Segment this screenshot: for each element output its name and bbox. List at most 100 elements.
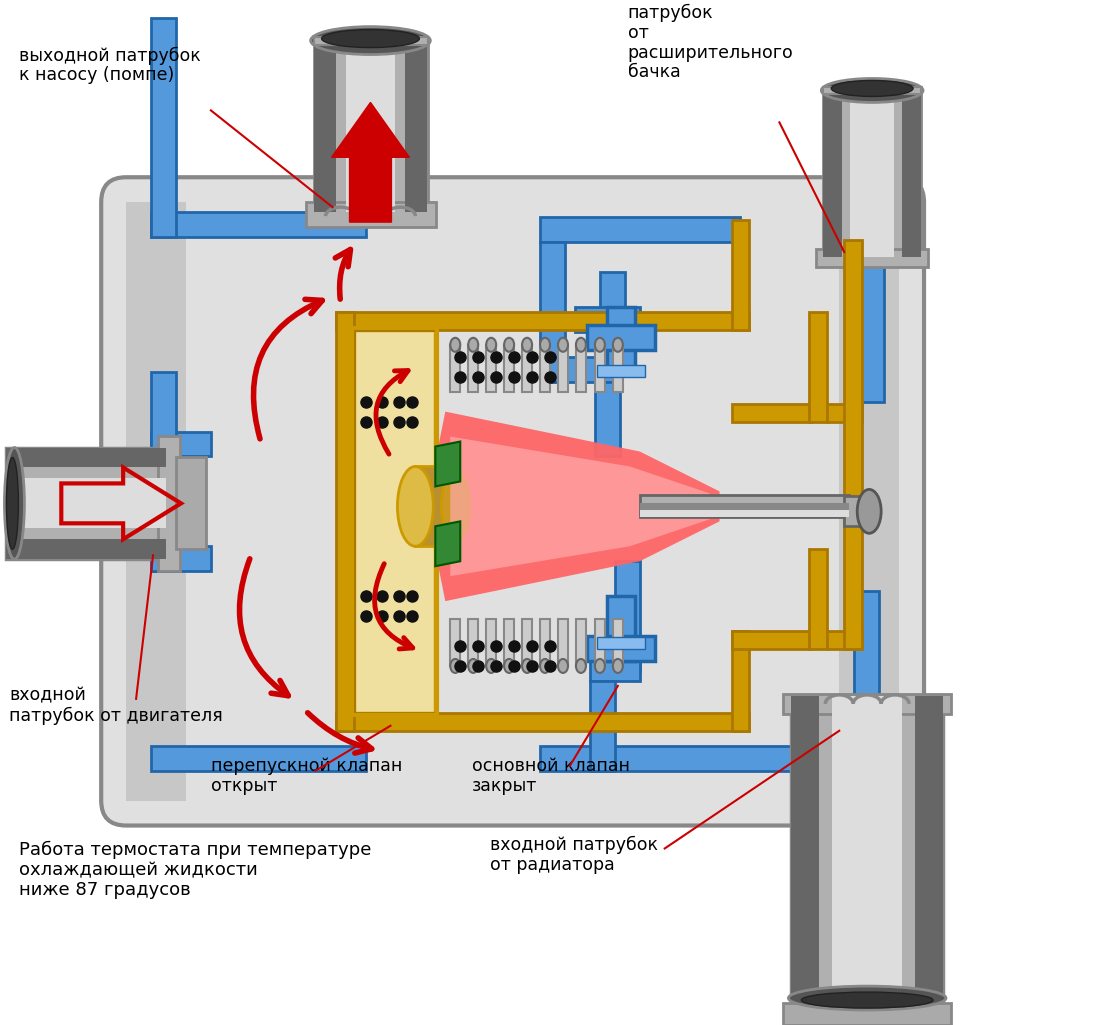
Bar <box>915 696 943 1010</box>
Bar <box>809 549 827 649</box>
Bar <box>731 404 811 421</box>
Bar <box>791 696 819 1010</box>
Bar <box>731 631 811 649</box>
Bar <box>613 619 623 666</box>
Bar <box>587 637 654 661</box>
Bar <box>613 344 623 392</box>
Text: от радиатора: от радиатора <box>490 857 614 874</box>
Bar <box>575 344 585 392</box>
Bar <box>824 87 922 257</box>
Bar <box>731 220 749 330</box>
Text: бачка: бачка <box>628 64 680 82</box>
Text: входной: входной <box>9 687 87 705</box>
Bar <box>314 38 429 212</box>
Ellipse shape <box>595 659 604 673</box>
Bar <box>595 344 604 392</box>
Bar <box>306 202 436 228</box>
Bar <box>827 631 863 649</box>
Ellipse shape <box>595 338 604 352</box>
Bar <box>607 306 634 372</box>
Text: входной патрубок: входной патрубок <box>490 836 658 855</box>
Ellipse shape <box>540 338 550 352</box>
Text: открыт: открыт <box>210 777 277 794</box>
Bar <box>345 38 395 212</box>
Ellipse shape <box>613 659 623 673</box>
Ellipse shape <box>558 338 568 352</box>
Bar <box>151 212 365 237</box>
Ellipse shape <box>4 448 24 560</box>
Bar <box>587 325 654 350</box>
Ellipse shape <box>441 472 470 541</box>
Bar <box>824 87 843 257</box>
Bar <box>7 448 166 467</box>
Bar <box>336 312 354 731</box>
Bar <box>522 344 532 392</box>
Bar <box>540 619 550 666</box>
Bar <box>824 87 922 94</box>
Text: перепускной клапан: перепускной клапан <box>210 756 402 775</box>
Bar <box>415 466 455 546</box>
Bar <box>469 344 479 392</box>
Bar <box>850 87 894 257</box>
Bar <box>859 232 884 402</box>
Polygon shape <box>435 522 461 566</box>
Ellipse shape <box>311 27 431 54</box>
Bar <box>809 312 827 421</box>
Bar <box>839 202 899 801</box>
Bar <box>845 240 863 649</box>
Bar <box>640 503 849 510</box>
Bar <box>486 344 496 392</box>
Text: расширительного: расширительного <box>628 43 794 62</box>
Ellipse shape <box>558 659 568 673</box>
Bar <box>469 619 479 666</box>
Ellipse shape <box>486 659 496 673</box>
Bar <box>595 381 620 456</box>
Ellipse shape <box>397 466 433 546</box>
Bar <box>731 631 749 731</box>
FancyArrow shape <box>332 102 410 222</box>
Ellipse shape <box>504 338 514 352</box>
Bar <box>540 357 620 381</box>
Ellipse shape <box>504 659 514 673</box>
Bar <box>336 712 749 731</box>
Ellipse shape <box>540 659 550 673</box>
Bar <box>540 746 879 771</box>
Bar <box>151 372 176 571</box>
FancyBboxPatch shape <box>101 177 924 825</box>
Bar <box>558 344 568 392</box>
Bar <box>607 597 634 661</box>
Bar <box>816 249 928 266</box>
Ellipse shape <box>857 489 881 533</box>
Ellipse shape <box>788 986 946 1010</box>
Ellipse shape <box>322 30 420 47</box>
Bar <box>575 306 640 332</box>
Bar <box>354 330 435 712</box>
Bar <box>352 328 437 714</box>
Bar <box>575 619 585 666</box>
Ellipse shape <box>451 659 461 673</box>
Text: к насосу (помпе): к насосу (помпе) <box>19 67 175 84</box>
Ellipse shape <box>451 338 461 352</box>
Bar <box>595 619 604 666</box>
Ellipse shape <box>801 992 933 1008</box>
Bar <box>791 696 943 1010</box>
Text: от: от <box>628 24 649 42</box>
Bar <box>151 746 365 771</box>
Text: закрыт: закрыт <box>472 777 538 794</box>
Bar <box>640 510 849 518</box>
Polygon shape <box>451 437 710 576</box>
Bar <box>903 87 922 257</box>
Bar <box>590 656 640 681</box>
Bar <box>845 496 869 526</box>
Bar <box>854 591 879 771</box>
Bar <box>784 694 951 713</box>
Bar <box>314 38 336 212</box>
Bar <box>314 37 429 44</box>
Text: охлаждающей жидкости: охлаждающей жидкости <box>19 861 258 879</box>
Bar <box>558 619 568 666</box>
Bar <box>600 272 624 332</box>
Bar <box>597 365 644 377</box>
Bar <box>151 432 210 456</box>
Bar <box>451 619 461 666</box>
Bar <box>7 479 166 528</box>
